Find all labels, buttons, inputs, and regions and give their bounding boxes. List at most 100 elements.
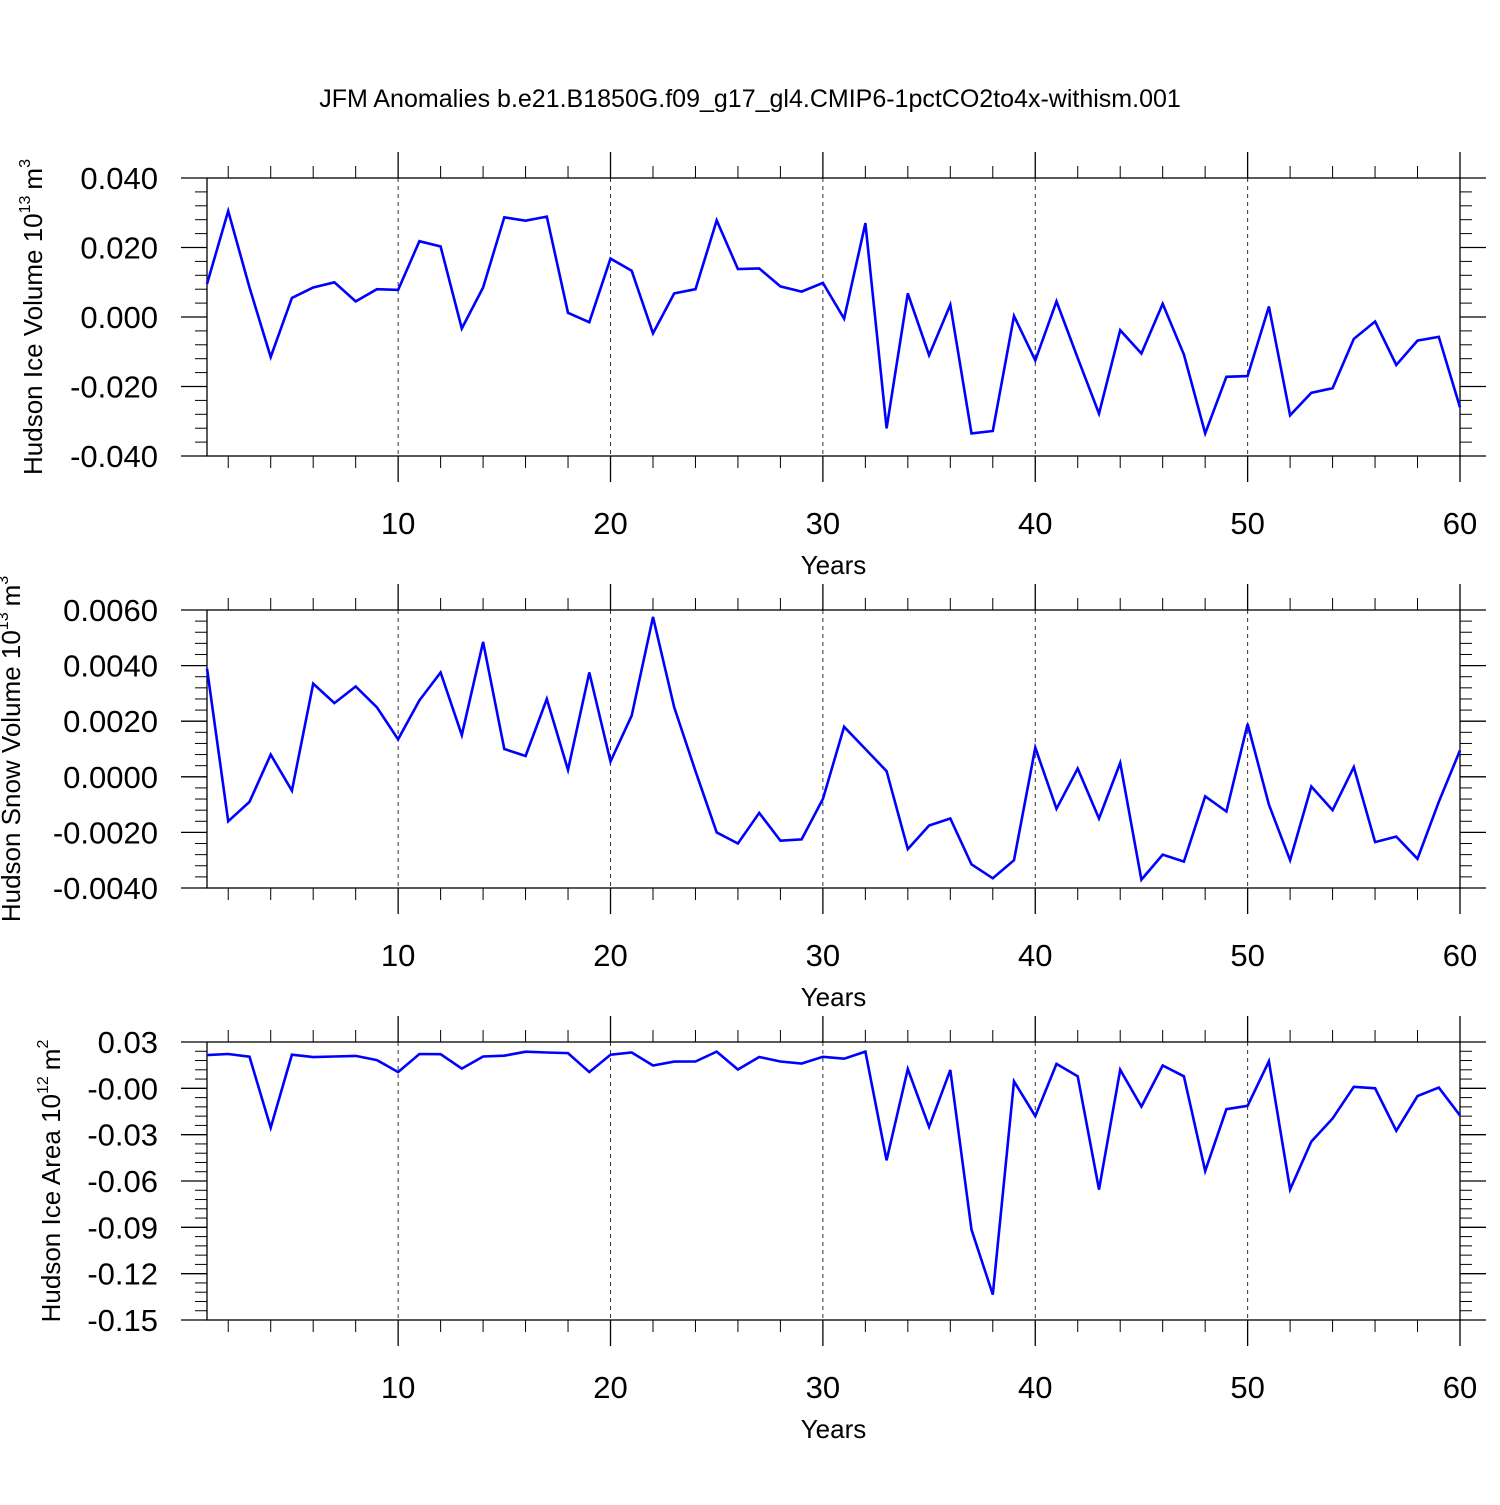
y-axis-label: Hudson Ice Volume 1013 m3 [17,159,48,475]
data-point [461,1068,463,1070]
data-point [673,1061,675,1063]
data-point [1247,723,1249,725]
data-point [1204,432,1206,434]
data-point [525,755,527,757]
data-point [482,1055,484,1058]
x-tick-label: 10 [381,938,415,973]
data-point [1353,766,1355,768]
x-tick-label: 60 [1443,506,1477,541]
data-point [1077,357,1079,359]
data-point [1438,336,1440,338]
x-tick-label: 50 [1230,506,1264,541]
data-point [673,292,675,294]
data-point [758,1056,760,1058]
data-point [376,1059,378,1061]
data-point [1034,1115,1036,1117]
data-point [333,281,335,283]
y-tick-label: -0.09 [87,1210,158,1245]
data-point [970,863,973,866]
data-point [801,1062,803,1065]
data-point [758,267,760,269]
data-point [376,288,378,290]
x-tick-label: 20 [593,506,627,541]
data-point [1332,1117,1334,1120]
data-point [1374,320,1376,323]
data-point [1416,340,1419,342]
y-axis-label-text: Hudson Ice Volume 10 [18,213,48,475]
x-tick-label: 30 [806,506,840,541]
data-point [652,332,654,334]
chart-title: JFM Anomalies b.e21.B1850G.f09_g17_gl4.C… [319,85,1181,113]
data-point [567,312,569,314]
y-axis-label-exponent: 13 [17,195,34,213]
data-point [694,288,697,290]
data-point [418,1053,420,1055]
data-point [1162,854,1164,856]
data-point [248,1056,251,1058]
y-axis-label-text: Hudson Ice Area 10 [36,1094,66,1322]
data-point [716,219,718,221]
data-point [546,698,548,700]
data-point [567,1052,569,1054]
data-point [1395,1130,1397,1132]
data-point [843,726,845,728]
x-axis-label: Years [801,982,867,1012]
data-point [1310,785,1312,788]
y-tick-label: -0.00 [87,1071,158,1106]
data-point [270,754,272,756]
data-point [1183,1075,1185,1077]
x-tick-label: 40 [1018,506,1052,541]
data-point [737,842,739,845]
data-point [1332,809,1334,811]
data-point [1013,315,1015,317]
data-point [1034,359,1036,361]
data-point [1247,375,1249,377]
data-point [333,702,335,704]
data-point [843,318,845,320]
data-point [970,1229,973,1231]
y-tick-label: 0.0000 [63,760,158,795]
data-point [886,770,888,772]
data-point [1289,859,1291,861]
data-point [886,1159,888,1161]
y-tick-label: -0.040 [70,439,158,474]
data-point [397,1071,399,1073]
data-point [1204,1170,1206,1172]
x-tick-label: 60 [1443,1370,1477,1405]
data-point [843,1058,845,1060]
data-point [1098,1188,1100,1191]
y-axis-label-unit-exponent: 3 [0,576,12,585]
y-axis-label-unit-exponent: 2 [35,1040,52,1049]
y-tick-label: 0.000 [80,300,158,335]
data-point [928,824,930,827]
data-point [1162,303,1164,305]
data-point [397,738,399,740]
data-point [1225,1108,1227,1110]
y-axis-label-text: Hudson Snow Volume 10 [0,630,26,922]
data-point [992,1293,994,1296]
data-point [461,734,463,736]
data-point [291,1054,293,1056]
data-point [397,289,399,291]
data-point [291,790,293,792]
y-tick-label: -0.15 [87,1303,158,1338]
data-point [227,820,229,822]
data-point [1310,1141,1312,1143]
data-point [1140,352,1142,355]
data-point [886,427,888,429]
x-axis-label: Years [801,1414,867,1444]
data-point [1225,810,1227,813]
data-point [1332,387,1334,389]
y-axis-label-unit: m [36,1049,66,1071]
data-point [503,1055,505,1057]
data-point [716,1051,718,1053]
x-tick-label: 40 [1018,1370,1052,1405]
data-point [312,1056,314,1058]
data-point [1119,762,1121,764]
y-tick-label: 0.020 [80,231,158,266]
data-point [673,706,675,708]
data-point [1353,338,1355,340]
y-tick-label: 0.0040 [63,649,158,684]
data-point [418,699,420,702]
